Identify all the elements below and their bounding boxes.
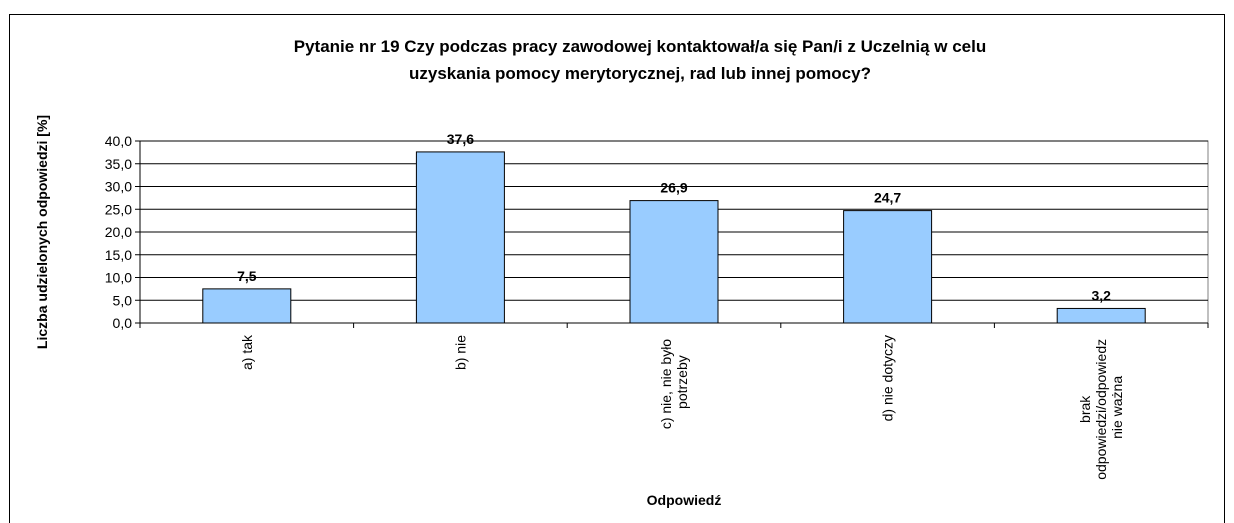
- y-tick-label: 40,0: [105, 133, 132, 149]
- x-axis-label: Odpowiedź: [647, 492, 722, 508]
- data-label: 3,2: [1091, 287, 1111, 303]
- bar: [629, 200, 719, 324]
- x-tick-label-line: odpowiedzi/odpowiedz: [1093, 335, 1109, 480]
- y-tick-label: 30,0: [105, 179, 132, 195]
- x-tick-label: c) nie, nie było potrzeby: [658, 335, 690, 429]
- data-label: 24,7: [874, 190, 901, 206]
- y-tick-label: 35,0: [105, 156, 132, 172]
- x-tick-label-line: potrzeby: [674, 355, 690, 409]
- x-tick-label-line: c) nie, nie było: [658, 335, 674, 429]
- bar: [1056, 307, 1146, 324]
- bar: [415, 151, 505, 324]
- bar: [843, 210, 933, 324]
- data-label: 37,6: [447, 131, 474, 147]
- bar: [202, 288, 292, 324]
- x-tick-label-line: a) tak: [239, 334, 255, 370]
- data-label: 26,9: [660, 180, 687, 196]
- x-tick-label: brak odpowiedzi/odpowiedz nie ważna: [1077, 335, 1125, 480]
- x-tick-label-line: b) nie: [452, 335, 468, 370]
- y-tick-label: 15,0: [105, 247, 132, 263]
- y-tick-label: 25,0: [105, 201, 132, 217]
- y-tick-label: 0,0: [113, 315, 133, 331]
- y-tick-label: 20,0: [105, 224, 132, 240]
- x-tick-label: a) tak: [239, 334, 255, 370]
- y-tick-label: 10,0: [105, 270, 132, 286]
- chart-title: Pytanie nr 19 Czy podczas pracy zawodowe…: [294, 37, 987, 56]
- y-tick-label: 5,0: [113, 292, 133, 308]
- x-tick-label: d) nie dotyczy: [880, 335, 896, 421]
- x-tick-label-line: d) nie dotyczy: [880, 335, 896, 421]
- y-axis-label: Liczba udzielonych odpowiedzi [%]: [34, 115, 50, 349]
- x-tick-label-line: brak: [1077, 392, 1093, 423]
- data-label: 7,5: [237, 268, 257, 284]
- chart-title: uzyskania pomocy merytorycznej, rad lub …: [409, 64, 871, 83]
- x-tick-label-line: nie ważna: [1109, 376, 1125, 439]
- x-tick-label: b) nie: [452, 335, 468, 370]
